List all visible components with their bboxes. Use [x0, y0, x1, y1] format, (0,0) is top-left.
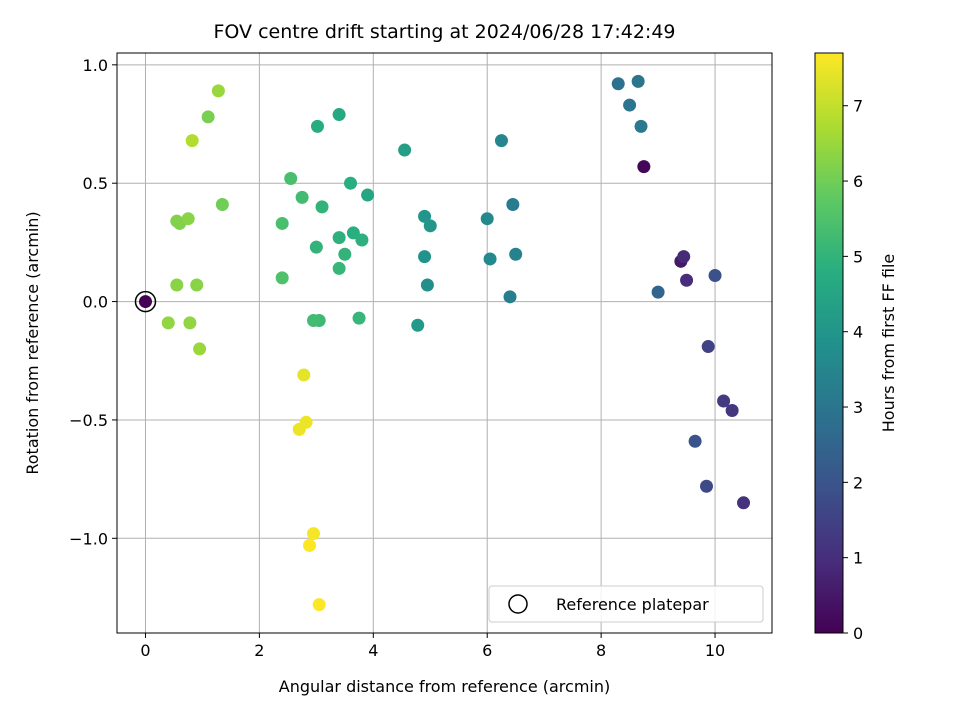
x-axis-label: Angular distance from reference (arcmin) — [279, 677, 610, 696]
data-point — [332, 108, 346, 122]
data-point — [312, 598, 326, 612]
data-point — [307, 314, 320, 328]
data-point — [688, 434, 702, 448]
data-point — [201, 110, 215, 124]
x-tick-label: 6 — [482, 641, 492, 660]
data-point — [677, 250, 691, 264]
data-point — [509, 247, 523, 261]
colorbar-ticks: 0 1 2 3 4 5 6 7 — [843, 97, 863, 643]
legend-marker-reference — [508, 594, 528, 614]
y-tick-label: 1.0 — [83, 56, 108, 75]
data-point — [483, 252, 497, 266]
colorbar-tick-label: 5 — [853, 247, 863, 266]
colorbar-tick-label: 4 — [853, 323, 863, 342]
y-tick-label: 0.5 — [83, 174, 108, 193]
x-tick-label: 10 — [705, 641, 725, 660]
data-point — [355, 233, 369, 247]
data-point — [680, 273, 694, 287]
colorbar: 0 1 2 3 4 5 6 7 Hours from first FF file — [814, 52, 898, 643]
data-point — [411, 318, 425, 332]
data-point — [634, 119, 648, 133]
data-point — [292, 422, 306, 436]
colorbar-tick-label: 2 — [853, 473, 863, 492]
colorbar-label: Hours from first FF file — [879, 254, 898, 433]
data-point — [418, 250, 432, 264]
data-point — [423, 219, 437, 233]
x-axis-ticks: 0 2 4 6 8 10 — [140, 633, 725, 660]
data-point — [295, 190, 309, 204]
data-point — [332, 231, 346, 245]
data-point — [398, 143, 412, 157]
data-point — [275, 216, 289, 230]
data-point — [297, 368, 311, 382]
legend-label-reference: Reference platepar — [556, 595, 709, 614]
colorbar-tick-label: 0 — [853, 624, 863, 643]
data-points — [161, 74, 751, 612]
grid — [117, 53, 772, 633]
data-point — [506, 198, 520, 212]
data-point — [307, 527, 320, 541]
x-tick-label: 2 — [254, 641, 264, 660]
data-point — [611, 77, 625, 91]
data-point — [170, 278, 184, 292]
data-point — [161, 316, 175, 330]
y-tick-label: −0.5 — [69, 411, 108, 430]
colorbar-tick-label: 7 — [853, 97, 863, 116]
y-tick-label: −1.0 — [69, 529, 108, 548]
plot-frame — [116, 52, 773, 634]
data-point — [651, 285, 665, 299]
colorbar-tick-label: 1 — [853, 549, 863, 568]
y-tick-label: 0.0 — [83, 293, 108, 312]
chart-title: FOV centre drift starting at 2024/06/28 … — [213, 21, 675, 43]
data-point — [637, 160, 651, 174]
data-point — [190, 278, 204, 292]
y-axis-label: Rotation from reference (arcmin) — [23, 211, 42, 474]
x-tick-label: 0 — [140, 641, 150, 660]
colorbar-tick-label: 3 — [853, 398, 863, 417]
data-point — [352, 311, 366, 325]
data-point — [303, 538, 317, 552]
data-point — [193, 342, 207, 356]
y-axis-ticks: 1.0 0.5 0.0 −0.5 −1.0 — [69, 56, 117, 548]
reference-point-ring — [134, 290, 157, 313]
data-point — [344, 176, 358, 190]
plot-area: 0 2 4 6 8 10 1.0 0.5 0.0 −0.5 −1.0 Reference plat… — [69, 52, 773, 660]
data-point — [332, 261, 346, 275]
legend-box — [488, 585, 764, 623]
data-point — [420, 278, 434, 292]
data-point — [361, 188, 375, 202]
data-point — [725, 403, 739, 417]
data-point — [338, 247, 352, 261]
data-point — [211, 84, 225, 98]
data-point — [183, 316, 197, 330]
colorbar-gradient — [814, 52, 844, 634]
x-tick-label: 4 — [368, 641, 378, 660]
data-point — [284, 171, 298, 185]
reference-point-fill — [138, 295, 152, 309]
data-point — [494, 134, 508, 148]
reference-layer — [134, 290, 157, 313]
data-point — [701, 340, 715, 354]
data-point — [310, 119, 324, 133]
data-point — [708, 269, 722, 283]
data-point — [623, 98, 637, 112]
legend: Reference platepar — [488, 585, 764, 623]
data-point — [717, 394, 731, 408]
data-point — [480, 212, 494, 226]
data-point — [418, 209, 432, 223]
data-point — [185, 134, 199, 148]
data-point — [346, 226, 360, 240]
x-tick-label: 8 — [596, 641, 606, 660]
data-point — [503, 290, 517, 304]
data-point — [737, 496, 751, 510]
data-point — [700, 479, 713, 493]
data-point — [181, 212, 195, 226]
data-point — [215, 198, 229, 212]
data-point — [315, 200, 329, 214]
colorbar-tick-label: 6 — [853, 172, 863, 191]
data-point — [309, 240, 323, 254]
data-point — [631, 74, 645, 88]
data-point — [275, 271, 289, 285]
